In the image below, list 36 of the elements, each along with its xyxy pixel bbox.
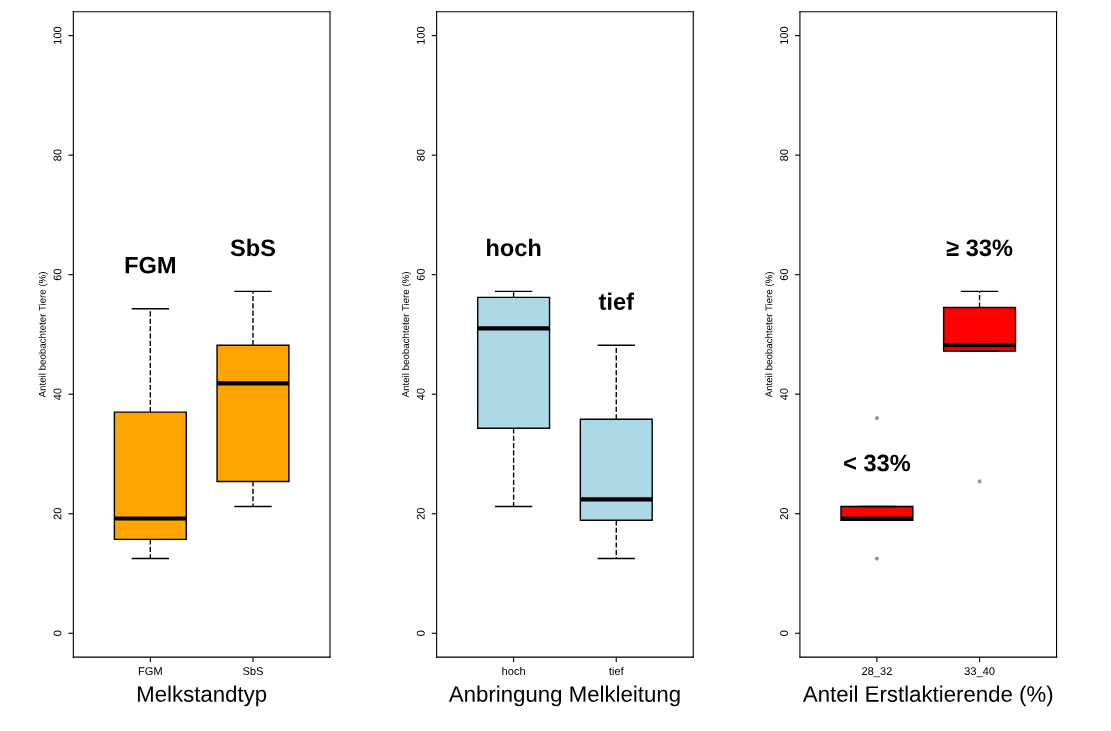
y-axis-title: Anteil beobachteter Tiere (%) [765,272,775,398]
y-axis-title: Anteil beobachteter Tiere (%) [401,272,411,398]
y-tick-label: 0 [416,630,425,636]
x-tick-label: 33_40 [964,667,995,678]
y-tick-label: 20 [780,507,788,520]
x-axis-title: Melkstandtyp [138,685,267,707]
annotation: hoch [487,238,541,257]
y-tick-label: 0 [780,630,788,636]
y-tick-label: 60 [416,268,425,281]
y-tick-label: 80 [780,149,788,161]
y-tick-label: 100 [416,26,425,45]
x-tick-label: tief [609,666,624,676]
y-tick-label: 20 [53,507,62,520]
annotation: tief [598,292,635,310]
y-tick-label: 80 [416,149,425,161]
annotation: < 33% [844,454,911,472]
x-tick-label: SbS [242,666,263,676]
y-axis-title: Anteil beobachteter Tiere (%) [38,272,48,398]
annotation: FGM [125,256,175,274]
x-tick-label: 28_32 [862,667,892,678]
y-tick-label: 0 [53,630,62,636]
x-axis-title: Anteil Erstlaktierende (%) [802,685,1053,707]
y-tick-label: 40 [53,388,62,401]
y-tick-label: 40 [780,388,788,401]
y-tick-label: 20 [416,507,425,520]
y-tick-label: 60 [780,268,788,281]
annotation: SbS [230,238,276,257]
x-axis-title: Anbringung Melkleitung [448,685,680,707]
y-tick-label: 80 [53,149,62,161]
x-tick-label: FGM [138,667,162,676]
y-tick-label: 100 [53,26,62,45]
y-tick-label: 100 [780,26,788,45]
annotation: ≥ 33% [946,239,1013,257]
y-tick-label: 40 [416,388,425,401]
x-tick-label: hoch [502,666,525,676]
y-tick-label: 60 [53,268,62,281]
